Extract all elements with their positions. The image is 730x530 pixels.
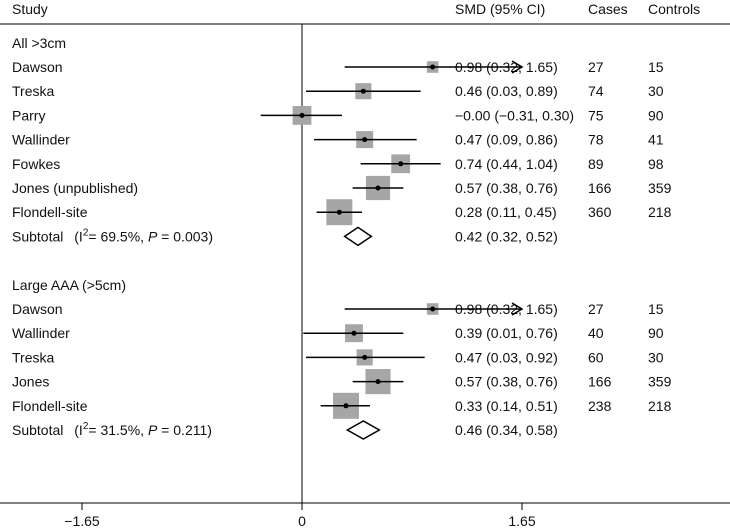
point-estimate: [375, 185, 381, 191]
header-controls: Controls: [648, 1, 700, 17]
study-cases: 166: [588, 180, 612, 196]
study-controls: 41: [648, 132, 664, 148]
subtotal-diamond: [343, 226, 373, 247]
study-name: Treska: [12, 349, 54, 365]
point-estimate: [343, 403, 349, 409]
study-cases: 27: [588, 301, 604, 317]
study-cases: 75: [588, 107, 604, 123]
study-name: Dawson: [12, 301, 63, 317]
ci-arrow: [511, 60, 524, 74]
point-estimate: [375, 379, 381, 385]
study-cases: 238: [588, 398, 612, 414]
study-name: Fowkes: [12, 156, 60, 172]
point-estimate: [430, 306, 436, 312]
study-ci: 0.46 (0.03, 0.89): [455, 83, 558, 99]
study-ci: 0.33 (0.14, 0.51): [455, 398, 558, 414]
point-estimate: [351, 330, 357, 336]
study-name: Jones: [12, 374, 49, 390]
table-header: Study SMD (95% CI) Cases Controls: [0, 1, 730, 25]
header-cases: Cases: [588, 1, 628, 17]
header-smd-ci: SMD (95% CI): [455, 1, 545, 17]
study-controls: 30: [648, 349, 664, 365]
study-ci: 0.39 (0.01, 0.76): [455, 325, 558, 341]
point-estimate: [362, 354, 368, 360]
subtotal-label: Subtotal (I2= 31.5%, P = 0.211): [12, 421, 212, 438]
study-controls: 218: [648, 204, 672, 220]
point-estimate: [430, 64, 436, 70]
study-ci: 0.57 (0.38, 0.76): [455, 180, 558, 196]
study-name: Flondell-site: [12, 398, 88, 414]
study-controls: 218: [648, 398, 672, 414]
subtotal-diamond: [345, 420, 381, 440]
study-cases: 60: [588, 349, 604, 365]
study-name: Parry: [12, 107, 45, 123]
x-tick-label: 1.65: [508, 513, 535, 529]
point-estimate: [362, 137, 368, 143]
study-controls: 90: [648, 107, 664, 123]
study-ci: 0.74 (0.44, 1.04): [455, 156, 558, 172]
study-controls: 15: [648, 59, 664, 75]
x-axis: −1.65 0 1.65: [0, 502, 730, 529]
study-cases: 89: [588, 156, 604, 172]
point-estimate: [299, 112, 305, 118]
study-cases: 74: [588, 83, 604, 99]
study-name: Wallinder: [12, 325, 70, 341]
study-controls: 15: [648, 301, 664, 317]
study-ci: 0.57 (0.38, 0.76): [455, 374, 558, 390]
study-cases: 166: [588, 374, 612, 390]
study-cases: 78: [588, 132, 604, 148]
group-label-0: All >3cm: [12, 35, 66, 51]
x-tick-label: −1.65: [64, 513, 100, 529]
study-name: Dawson: [12, 59, 63, 75]
subtotal-ci: 0.46 (0.34, 0.58): [455, 422, 558, 438]
subtotal-label: Subtotal (I2= 69.5%, P = 0.003): [12, 227, 213, 244]
point-estimate: [398, 161, 404, 167]
point-estimate: [360, 88, 366, 94]
study-ci: −0.00 (−0.31, 0.30): [455, 107, 574, 123]
study-cases: 27: [588, 59, 604, 75]
study-controls: 359: [648, 374, 672, 390]
study-controls: 30: [648, 83, 664, 99]
study-cases: 40: [588, 325, 604, 341]
study-cases: 360: [588, 204, 612, 220]
subtotal-ci: 0.42 (0.32, 0.52): [455, 228, 558, 244]
ci-arrow: [511, 302, 524, 316]
group-label-1: Large AAA (>5cm): [12, 277, 126, 293]
study-controls: 98: [648, 156, 664, 172]
study-controls: 90: [648, 325, 664, 341]
study-controls: 359: [648, 180, 672, 196]
study-name: Treska: [12, 83, 54, 99]
study-name: Jones (unpublished): [12, 180, 138, 196]
study-name: Wallinder: [12, 132, 70, 148]
study-ci: 0.47 (0.03, 0.92): [455, 349, 558, 365]
study-ci: 0.47 (0.09, 0.86): [455, 132, 558, 148]
header-study: Study: [12, 1, 48, 17]
x-tick-label: 0: [298, 513, 306, 529]
study-name: Flondell-site: [12, 204, 88, 220]
study-ci: 0.28 (0.11, 0.45): [455, 204, 557, 220]
point-estimate: [336, 209, 342, 215]
